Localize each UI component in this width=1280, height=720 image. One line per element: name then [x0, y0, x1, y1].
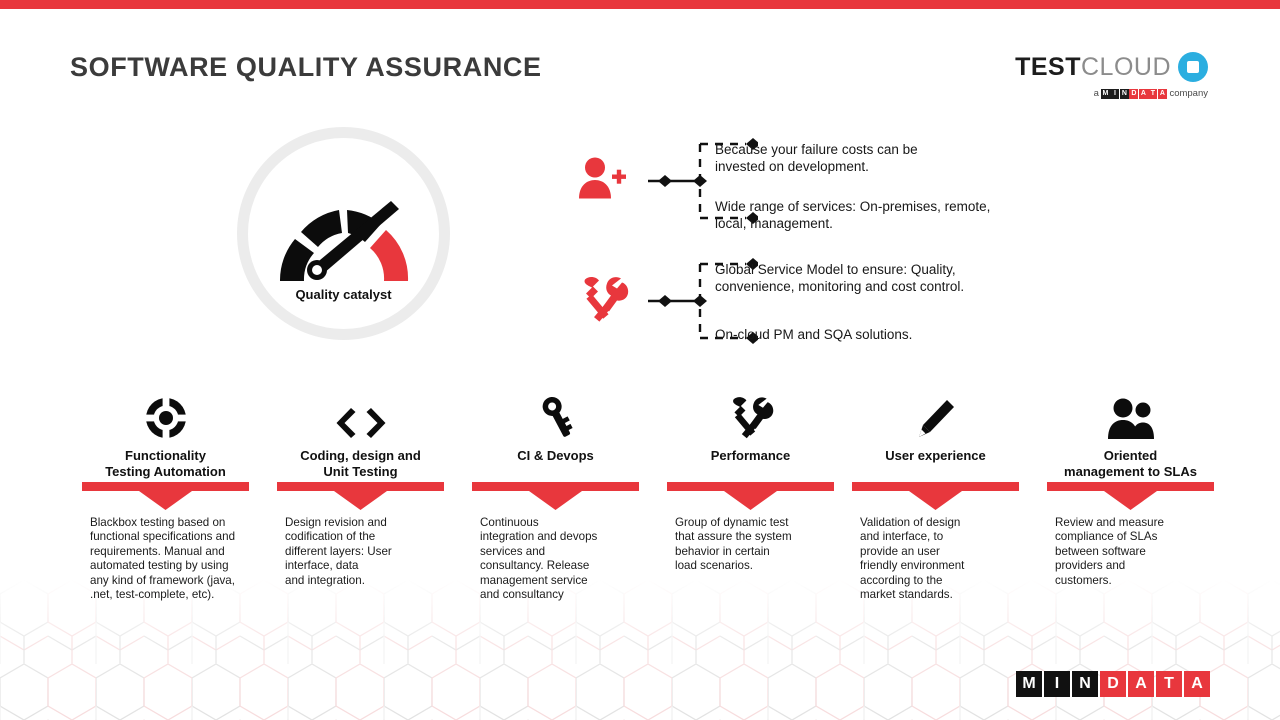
users-icon	[1047, 388, 1214, 440]
chevron-banner	[472, 482, 639, 510]
service-card-title: Coding, design and Unit Testing	[300, 448, 421, 480]
service-cards: Functionality Testing Automation Blackbo…	[0, 388, 1280, 628]
service-card-title: User experience	[885, 448, 986, 463]
logo-letter: M	[1016, 671, 1042, 697]
service-card-sla-management[interactable]: Oriented management to SLAs Review and m…	[1047, 388, 1214, 587]
rounded-square-icon	[1178, 52, 1208, 82]
service-card-ci-devops[interactable]: CI & Devops Continuous integration and d…	[472, 388, 639, 601]
service-card-title: Performance	[710, 448, 791, 463]
gauge-label: Quality catalyst	[295, 287, 392, 302]
brand-tagline-suffix: company	[1169, 87, 1208, 99]
hammer-wrench-icon	[578, 274, 630, 329]
gauge-outer-ring	[237, 127, 450, 340]
logo-letter: A	[1128, 671, 1154, 697]
brand-wordmark: TESTCLOUD	[1015, 52, 1171, 81]
service-card-body: Continuous integration and devops servic…	[480, 516, 598, 601]
bullet-group-1: Because your failure costs can be invest…	[578, 136, 1048, 231]
service-card-body: Review and measure compliance of SLAs be…	[1055, 516, 1164, 587]
quality-catalyst-badge: Quality catalyst	[237, 127, 450, 340]
brand-word-test: TEST	[1015, 52, 1081, 81]
bullet-text-1-1: Because your failure costs can be invest…	[715, 142, 918, 175]
service-card-body: Blackbox testing based on functional spe…	[90, 516, 236, 601]
chevron-banner	[1047, 482, 1214, 510]
chevron-banner	[667, 482, 834, 510]
lifebuoy-icon	[82, 388, 249, 440]
chevron-banner	[82, 482, 249, 510]
speedometer-gauge-icon	[273, 185, 415, 290]
logo-letter: A	[1184, 671, 1210, 697]
bullet-text-2-1: Global Service Model to ensure: Quality,…	[715, 262, 965, 295]
service-card-user-experience[interactable]: User experience Validation of design and…	[852, 388, 1019, 601]
logo-letter: I	[1044, 671, 1070, 697]
service-card-coding[interactable]: Coding, design and Unit Testing Design r…	[277, 388, 444, 587]
pencil-icon	[852, 388, 1019, 440]
user-plus-icon	[578, 155, 628, 208]
page-title: SOFTWARE QUALITY ASSURANCE	[70, 52, 542, 82]
chevron-banner	[852, 482, 1019, 510]
bullet-group-2: Global Service Model to ensure: Quality,…	[578, 256, 1048, 346]
mindata-footer-logo: M I N D A T A	[1016, 671, 1210, 697]
bracket-connector-1	[638, 136, 760, 226]
service-card-title: CI & Devops	[517, 448, 594, 463]
bracket-connector-2	[638, 256, 760, 346]
top-accent-bar	[0, 0, 1280, 9]
hammer-wrench-icon	[667, 388, 834, 440]
chevron-banner	[277, 482, 444, 510]
logo-letter: T	[1156, 671, 1182, 697]
bullet-text-2-2: On-cloud PM and SQA solutions.	[715, 327, 913, 342]
service-card-performance[interactable]: Performance Group of dynamic test that a…	[667, 388, 834, 572]
service-card-functionality[interactable]: Functionality Testing Automation Blackbo…	[82, 388, 249, 601]
bullet-text-1-2: Wide range of services: On-premises, rem…	[715, 199, 991, 232]
service-card-body: Design revision and codification of the …	[285, 516, 392, 587]
logo-letter: D	[1100, 671, 1126, 697]
service-card-body: Validation of design and interface, to p…	[860, 516, 965, 601]
key-icon	[472, 388, 639, 440]
code-brackets-icon	[277, 388, 444, 440]
brand-tagline-prefix: a	[1093, 87, 1099, 99]
service-card-body: Group of dynamic test that assure the sy…	[675, 516, 792, 573]
brand-word-cloud: CLOUD	[1080, 52, 1171, 81]
logo-letter: N	[1072, 671, 1098, 697]
service-card-title: Functionality Testing Automation	[105, 448, 226, 480]
service-card-title: Oriented management to SLAs	[1064, 448, 1197, 480]
